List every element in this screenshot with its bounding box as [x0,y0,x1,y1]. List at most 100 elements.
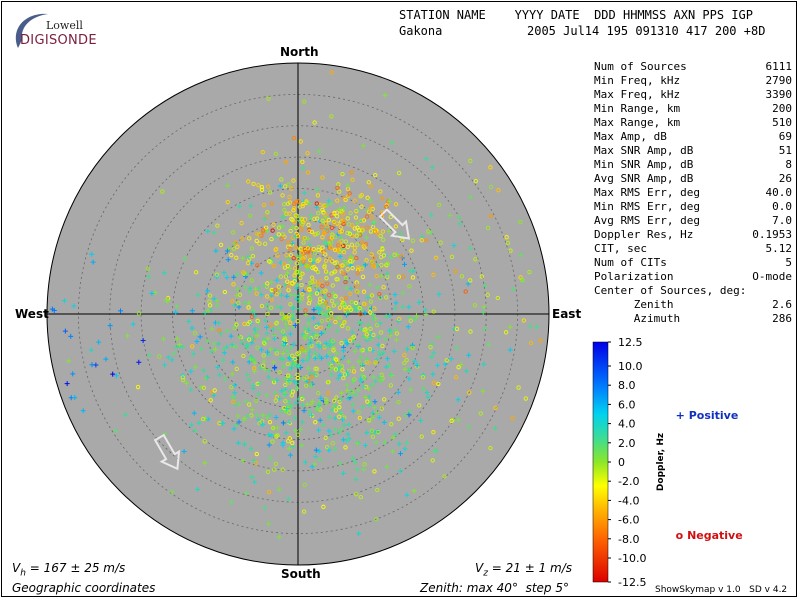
positive-source-mark [174,303,180,309]
stat-value: 40.0 [765,186,793,199]
positive-source-mark [317,417,323,423]
positive-source-mark [211,229,217,235]
negative-source-mark [323,212,328,217]
negative-source-mark [407,284,412,289]
positive-source-mark [387,313,393,319]
negative-source-mark [365,195,370,200]
negative-source-mark [485,225,491,231]
positive-source-mark [188,368,194,374]
negative-source-mark [355,271,360,276]
flow-arrow-icon [378,208,411,240]
positive-source-mark [253,286,259,292]
stat-row: Avg SNR Amp, dB 26 [594,172,792,186]
negative-source-mark [261,363,266,368]
positive-source-mark [365,322,371,328]
negative-source-mark [316,247,321,252]
stat-value: 0.0 [772,200,792,213]
positive-source-mark [456,215,462,221]
negative-source-mark [331,303,336,308]
positive-source-mark [293,285,299,291]
negative-source-mark [454,375,459,380]
negative-source-mark [373,360,378,365]
negative-source-mark [323,252,328,257]
positive-source-mark [301,408,307,414]
negative-source-mark [361,218,367,223]
positive-source-mark [340,470,346,476]
negative-source-mark [286,182,291,187]
positive-source-mark [318,307,324,313]
negative-source-mark [302,482,307,488]
negative-source-mark [339,229,344,234]
negative-source-mark [301,201,306,207]
negative-source-mark [329,225,335,231]
negative-source-mark [431,309,436,314]
positive-source-mark [372,399,378,405]
negative-source-mark [296,216,301,222]
stat-label: Min Freq, kHz [594,74,681,87]
positive-source-mark [307,334,313,340]
negative-source-mark [275,253,280,258]
negative-source-mark [299,296,305,301]
positive-source-mark [269,279,275,285]
negative-source-mark [194,270,199,275]
negative-source-mark [389,422,394,427]
negative-source-mark [527,269,532,275]
negative-source-mark [355,242,360,247]
negative-source-mark [233,240,238,245]
positive-source-mark [360,404,366,410]
positive-source-mark [264,330,270,336]
negative-source-mark [332,247,338,252]
negative-source-mark [340,171,345,177]
negative-source-mark [329,315,334,321]
negative-source-mark [449,418,454,423]
positive-source-mark [226,245,232,251]
negative-source-mark [296,256,301,262]
stat-value: 7.0 [772,214,792,227]
positive-source-mark [317,457,323,463]
positive-source-mark [309,464,315,470]
positive-source-mark [243,490,249,496]
colorbar-tick-label: 2.0 [618,437,636,450]
positive-source-mark [386,363,392,369]
positive-source-mark [327,342,333,348]
positive-source-mark [392,292,398,298]
stat-row: Min Range, km 200 [594,102,792,116]
negative-source-mark [329,114,334,119]
positive-source-mark [272,347,278,353]
positive-source-mark [294,296,300,302]
positive-source-mark [252,360,258,366]
positive-source-mark [393,327,399,333]
negative-source-mark [326,217,331,223]
negative-source-mark [396,274,402,279]
negative-source-mark [400,274,406,280]
positive-source-mark [335,361,341,367]
colorbar-tick-label: 6.0 [618,398,636,411]
negative-source-mark [267,190,273,195]
negative-source-mark [431,272,436,277]
negative-source-mark [372,255,377,260]
positive-source-mark [377,352,383,358]
negative-source-mark [436,381,441,387]
negative-source-mark [217,328,222,333]
lowell-digisonde-logo: Lowell DIGISONDE [8,8,97,50]
negative-source-mark [436,202,442,207]
negative-source-mark [288,302,293,307]
stat-value: 8 [785,158,792,171]
stat-row: Center of Sources, deg: [594,284,792,298]
positive-source-mark [231,274,237,280]
positive-source-mark [371,405,377,411]
colorbar-tick-label: 0 [618,456,625,469]
positive-source-mark [234,271,240,277]
positive-source-mark [412,316,418,322]
negative-source-mark [280,467,285,472]
positive-source-mark [466,352,472,358]
positive-source-mark [237,334,243,340]
negative-source-mark [302,235,308,241]
positive-source-mark [364,356,370,362]
positive-source-mark [344,387,350,393]
colorbar-tick-label: 4.0 [618,418,636,431]
negative-source-mark [431,380,436,385]
stat-value: 510 [772,116,792,129]
negative-source-mark [237,292,243,298]
negative-source-mark [388,214,393,220]
